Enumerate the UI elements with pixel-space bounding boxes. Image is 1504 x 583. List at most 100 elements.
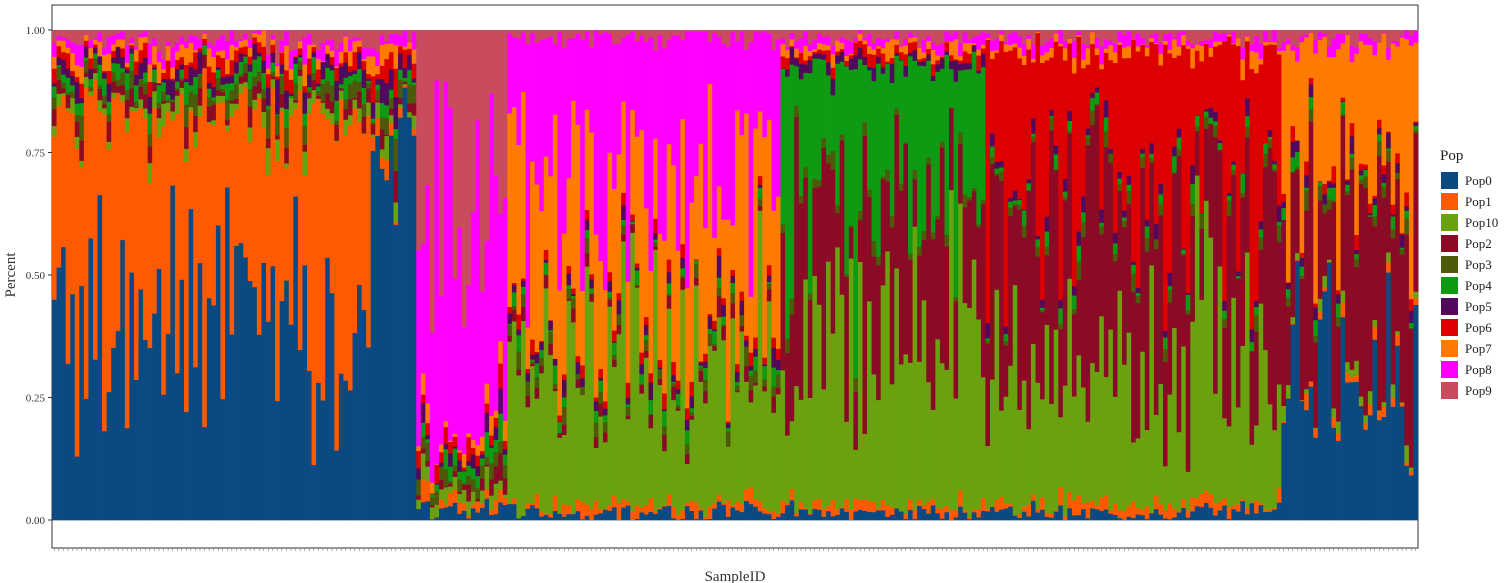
legend-swatch-pop7 <box>1441 340 1458 357</box>
bar-segment-pop0 <box>616 519 622 521</box>
bar-segment-pop1 <box>930 499 936 506</box>
bar-segment-pop2 <box>666 295 672 309</box>
bar-segment-pop9 <box>584 30 590 32</box>
bar-segment-pop10 <box>1340 290 1346 303</box>
bar-segment-pop6 <box>1049 57 1055 111</box>
bar-segment-pop7 <box>1158 53 1164 66</box>
bar-segment-pop10 <box>999 410 1004 497</box>
bar-segment-pop5 <box>1222 300 1228 311</box>
bar-segment-pop10 <box>958 203 964 491</box>
bar-segment-pop8 <box>133 46 139 50</box>
bar-segment-pop6 <box>1053 41 1059 146</box>
bar-segment-pop8 <box>566 38 572 179</box>
bar-segment-pop6 <box>880 53 886 68</box>
bar-segment-pop9 <box>1040 30 1045 46</box>
bar-segment-pop8 <box>1290 45 1296 51</box>
bar-segment-pop8 <box>589 47 595 133</box>
bar-segment-pop9 <box>985 30 991 34</box>
bar-segment-pop4 <box>857 59 863 211</box>
bar-segment-pop6 <box>789 45 795 48</box>
bar-segment-pop3 <box>79 115 85 141</box>
bar-segment-pop8 <box>407 41 413 43</box>
bar-segment-pop10 <box>461 489 467 504</box>
bar-segment-pop1 <box>1377 411 1382 421</box>
bar-segment-pop7 <box>612 188 617 331</box>
bar-segment-pop5 <box>525 372 531 382</box>
bar-segment-pop4 <box>1094 92 1100 104</box>
bar-segment-pop7 <box>1285 44 1291 283</box>
bar-segment-pop2 <box>602 432 608 443</box>
bar-segment-pop9 <box>735 30 740 42</box>
bar-segment-pop3 <box>953 296 959 302</box>
bar-segment-pop3 <box>297 61 303 70</box>
bar-segment-pop4 <box>370 118 376 123</box>
bar-segment-pop6 <box>589 273 595 280</box>
bar-segment-pop8 <box>1336 33 1341 50</box>
bar-segment-pop6 <box>266 73 271 88</box>
bar-segment-pop6 <box>448 441 454 454</box>
bar-segment-pop8 <box>211 45 217 58</box>
bar-segment-pop4 <box>785 76 790 339</box>
bar-segment-pop9 <box>115 30 121 34</box>
bar-segment-pop7 <box>1336 48 1341 291</box>
legend-label-pop3: Pop3 <box>1465 257 1492 272</box>
bar-segment-pop1 <box>730 505 736 508</box>
bar-segment-pop4 <box>1367 215 1373 217</box>
bar-segment-pop10 <box>525 406 531 504</box>
bar-segment-pop6 <box>352 51 358 71</box>
bar-segment-pop3 <box>898 183 904 191</box>
bar-segment-pop1 <box>1326 261 1332 263</box>
bar-segment-pop7 <box>275 65 281 77</box>
bar-segment-pop1 <box>320 112 326 401</box>
bar-segment-pop8 <box>1244 35 1250 37</box>
bar-segment-pop1 <box>953 509 959 518</box>
bar-segment-pop9 <box>780 30 786 39</box>
bar-segment-pop3 <box>698 366 704 372</box>
bar-segment-pop7 <box>1299 41 1305 253</box>
bar-segment-pop1 <box>1185 509 1191 518</box>
bar-segment-pop9 <box>871 30 877 44</box>
bar-segment-pop0 <box>1358 405 1364 521</box>
bar-segment-pop1 <box>744 489 750 502</box>
bar-segment-pop8 <box>657 34 663 234</box>
bar-segment-pop10 <box>56 93 62 107</box>
bar-segment-pop3 <box>470 479 476 491</box>
bar-segment-pop10 <box>580 394 586 502</box>
bar-segment-pop0 <box>361 309 367 521</box>
bar-segment-pop3 <box>949 107 954 109</box>
bar-segment-pop2 <box>65 94 71 109</box>
bar-segment-pop2 <box>1377 155 1382 411</box>
bar-segment-pop8 <box>1358 33 1364 42</box>
bar-segment-pop0 <box>1208 507 1214 521</box>
bar-segment-pop4 <box>379 102 385 118</box>
bar-segment-pop5 <box>1308 84 1314 98</box>
bar-segment-pop4 <box>926 60 932 158</box>
bar-segment-pop4 <box>794 66 800 106</box>
bar-segment-pop8 <box>525 43 531 328</box>
bar-segment-pop3 <box>1276 225 1282 243</box>
bar-segment-pop4 <box>958 70 964 133</box>
bar-segment-pop3 <box>625 406 631 416</box>
bar-segment-pop0 <box>917 505 923 521</box>
bar-segment-pop2 <box>889 227 895 385</box>
bar-segment-pop6 <box>398 46 403 54</box>
bar-segment-pop6 <box>1258 64 1264 222</box>
bar-segment-pop9 <box>211 30 217 46</box>
bar-segment-pop0 <box>857 509 863 521</box>
bar-segment-pop6 <box>65 52 71 69</box>
bar-segment-pop4 <box>561 396 567 408</box>
bar-segment-pop3 <box>448 480 454 484</box>
bar-segment-pop8 <box>807 44 813 51</box>
bar-segment-pop4 <box>1263 142 1269 154</box>
bar-segment-pop0 <box>1199 506 1205 521</box>
bar-segment-pop7 <box>1377 42 1382 120</box>
bar-segment-pop1 <box>1336 432 1341 441</box>
bar-segment-pop2 <box>1135 302 1141 439</box>
bar-segment-pop3 <box>1240 192 1246 198</box>
bar-segment-pop0 <box>502 504 508 521</box>
bar-segment-pop0 <box>52 299 57 521</box>
bar-segment-pop8 <box>584 31 590 110</box>
bar-segment-pop2 <box>470 490 476 492</box>
bar-segment-pop8 <box>675 35 681 251</box>
bar-segment-pop7 <box>316 58 321 70</box>
